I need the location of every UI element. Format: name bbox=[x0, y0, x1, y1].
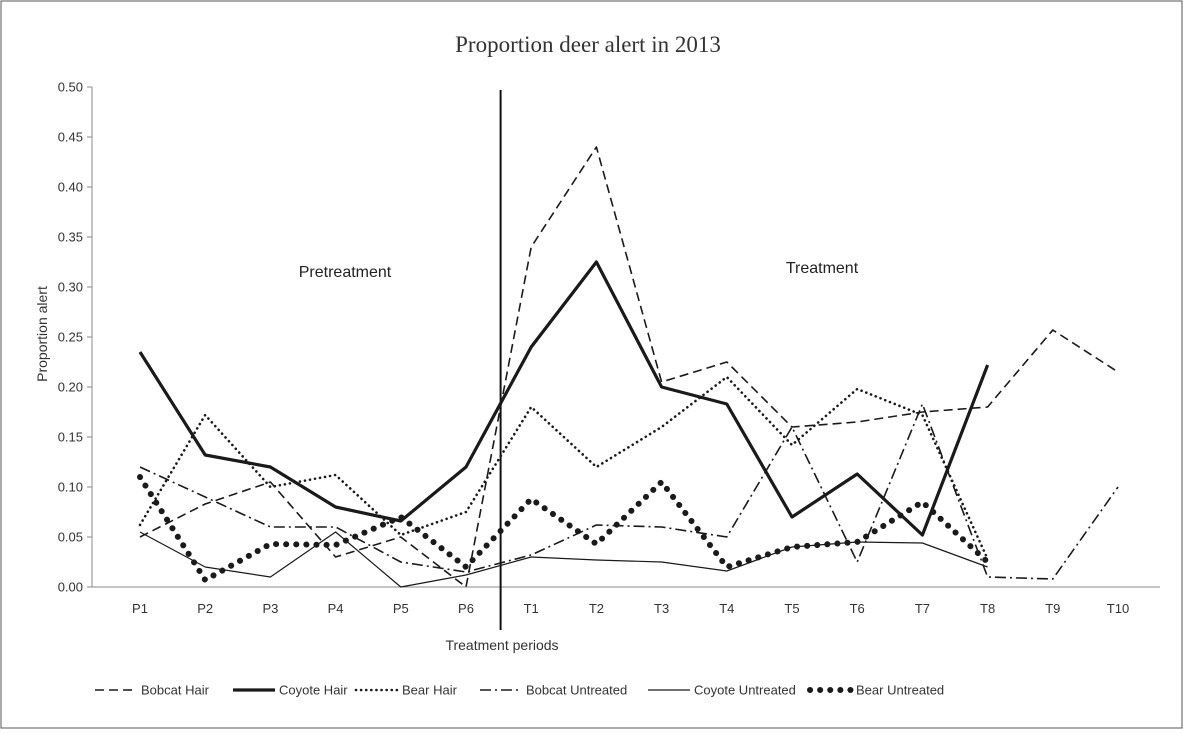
x-tick-label: T5 bbox=[784, 601, 799, 616]
annotation-pretreatment: Pretreatment bbox=[299, 264, 392, 281]
plot-area: 0.00 0.05 0.10 0.15 0.20 0.25 0.30 0.35 0.40 0.45… bbox=[58, 80, 1160, 630]
y-tick-label: 0.45 bbox=[58, 130, 83, 145]
series-line-coyote-hair bbox=[138, 260, 990, 537]
legend-label-bobcat-hair: Bobcat Hair bbox=[141, 683, 210, 698]
series-line-bobcat-untreated bbox=[139, 403, 1119, 580]
legend-label-bear-hair: Bear Hair bbox=[402, 683, 458, 698]
y-tick-label: 0.05 bbox=[58, 530, 83, 545]
x-tick-label: P4 bbox=[328, 601, 344, 616]
y-tick-label: 0.50 bbox=[58, 80, 83, 95]
legend-label-coyote-hair: Coyote Hair bbox=[279, 683, 348, 698]
x-tick-label: T1 bbox=[524, 601, 539, 616]
x-axis-title: Treatment periods bbox=[445, 637, 558, 653]
x-tick-label: P6 bbox=[458, 601, 474, 616]
x-tick-label: T8 bbox=[980, 601, 995, 616]
series-line-bear-hair bbox=[138, 375, 989, 561]
y-tick-label: 0.25 bbox=[58, 330, 83, 345]
y-axis-title: Proportion alert bbox=[34, 286, 50, 382]
x-tick-label: T10 bbox=[1107, 601, 1129, 616]
annotation-treatment: Treatment bbox=[786, 260, 859, 277]
y-tick-label: 0.15 bbox=[58, 430, 83, 445]
x-tick-label: T9 bbox=[1045, 601, 1060, 616]
x-tick-label: T3 bbox=[654, 601, 669, 616]
chart-title: Proportion deer alert in 2013 bbox=[455, 32, 721, 57]
legend: Bobcat Hair Coyote Hair Bear Hair Bobcat Un… bbox=[95, 683, 944, 698]
y-tick-label: 0.35 bbox=[58, 230, 83, 245]
legend-label-coyote-untreated: Coyote Untreated bbox=[694, 683, 796, 698]
series-line-bear-untreated bbox=[137, 474, 991, 583]
y-tick-label: 0.00 bbox=[58, 580, 83, 595]
legend-label-bear-untreated: Bear Untreated bbox=[856, 683, 944, 698]
x-tick-label: P1 bbox=[132, 601, 148, 616]
legend-label-bobcat-untreated: Bobcat Untreated bbox=[526, 683, 627, 698]
x-tick-label: P5 bbox=[393, 601, 409, 616]
x-tick-label: T4 bbox=[719, 601, 734, 616]
y-tick-label: 0.40 bbox=[58, 180, 83, 195]
y-tick-label: 0.20 bbox=[58, 380, 83, 395]
x-tick-label: T6 bbox=[850, 601, 865, 616]
x-tick-label: P3 bbox=[262, 601, 278, 616]
x-tick-label: P2 bbox=[197, 601, 213, 616]
y-tick-label: 0.30 bbox=[58, 280, 83, 295]
y-tick-label: 0.10 bbox=[58, 480, 83, 495]
x-tick-label: T2 bbox=[589, 601, 604, 616]
x-tick-label: T7 bbox=[915, 601, 930, 616]
